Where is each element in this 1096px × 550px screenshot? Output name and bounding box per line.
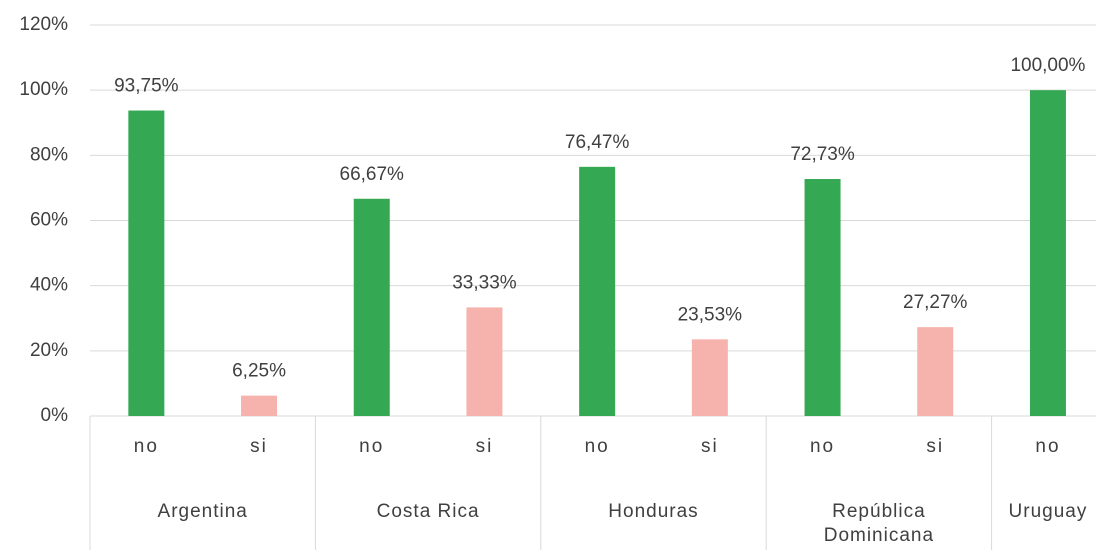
bar xyxy=(128,110,165,416)
y-tick-label: 40% xyxy=(30,275,68,296)
x-tick-label: no xyxy=(359,436,384,457)
y-tick-label: 0% xyxy=(41,405,69,426)
value-label: 6,25% xyxy=(232,361,286,382)
y-tick-label: 20% xyxy=(30,340,68,361)
group-label: Honduras xyxy=(608,501,699,522)
x-tick-label: si xyxy=(250,436,268,457)
bar xyxy=(241,395,278,416)
value-label: 76,47% xyxy=(565,132,630,153)
bar xyxy=(466,307,503,416)
bar xyxy=(1029,90,1066,417)
bar xyxy=(917,327,954,416)
y-tick-label: 120% xyxy=(19,14,68,35)
group-label: República Dominicana xyxy=(823,501,935,546)
value-label: 93,75% xyxy=(114,76,179,97)
value-label: 66,67% xyxy=(340,164,405,185)
x-tick-label: si xyxy=(926,436,944,457)
y-tick-label: 60% xyxy=(30,210,68,231)
x-tick-label: no xyxy=(585,436,610,457)
value-label: 23,53% xyxy=(678,304,743,325)
x-tick-label: no xyxy=(134,436,159,457)
y-tick-label: 100% xyxy=(19,79,68,100)
value-label: 72,73% xyxy=(790,144,855,165)
group-label: Argentina xyxy=(157,501,248,522)
value-label: 100,00% xyxy=(1010,55,1085,76)
value-label: 33,33% xyxy=(452,272,517,293)
x-tick-label: no xyxy=(1035,436,1060,457)
y-tick-label: 80% xyxy=(30,144,68,165)
bar xyxy=(579,166,616,416)
group-label: Costa Rica xyxy=(376,501,480,522)
x-tick-label: no xyxy=(810,436,835,457)
x-tick-label: si xyxy=(476,436,494,457)
group-label: Uruguay xyxy=(1008,501,1088,522)
bar xyxy=(691,339,728,416)
bar xyxy=(353,198,390,416)
bar xyxy=(804,179,841,416)
x-tick-label: si xyxy=(701,436,719,457)
value-label: 27,27% xyxy=(903,292,968,313)
